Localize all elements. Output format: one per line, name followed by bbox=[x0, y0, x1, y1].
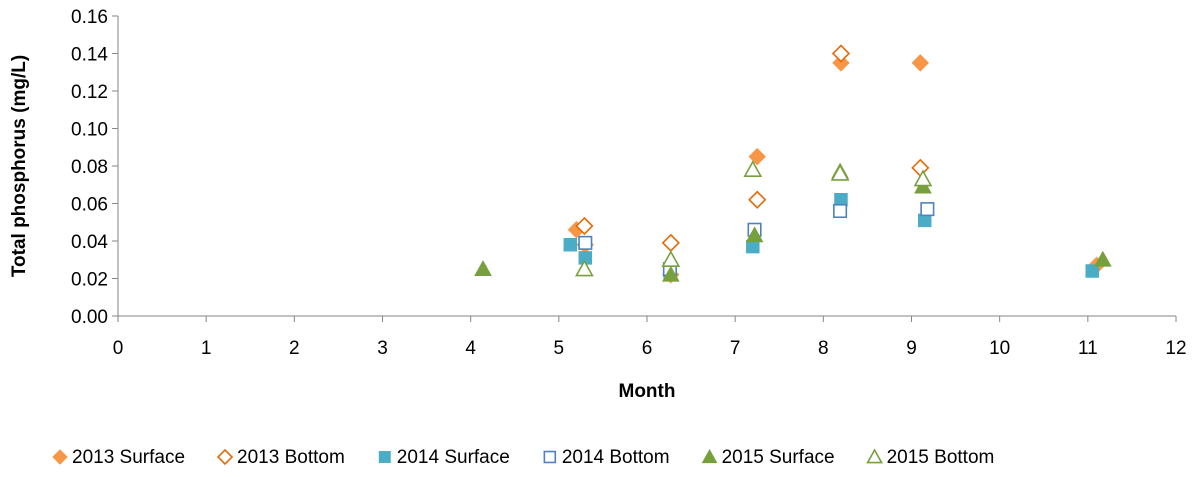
data-point bbox=[748, 190, 767, 209]
legend-marker bbox=[866, 448, 883, 464]
y-tick-label: 0.04 bbox=[71, 232, 108, 253]
data-point bbox=[661, 233, 680, 253]
data-point bbox=[474, 260, 492, 277]
x-tick-label: 7 bbox=[730, 338, 741, 359]
x-tick-label: 9 bbox=[906, 338, 917, 359]
series-2015-bottom bbox=[575, 160, 933, 277]
data-point bbox=[833, 203, 848, 219]
legend-marker bbox=[216, 448, 234, 466]
legend-label: 2015 Surface bbox=[722, 447, 835, 468]
legend-item: 2013 Surface bbox=[52, 447, 185, 468]
data-point bbox=[831, 44, 851, 63]
data-point bbox=[913, 169, 933, 187]
legend-item: 2015 Bottom bbox=[866, 447, 995, 468]
x-axis-title: Month bbox=[619, 381, 676, 402]
series-2014-surface bbox=[563, 193, 1099, 278]
legend-label: 2013 Bottom bbox=[237, 447, 345, 468]
series-2013-surface bbox=[567, 54, 1106, 284]
data-point bbox=[920, 202, 935, 217]
y-axis-title: Total phosphorus (mg/L) bbox=[9, 55, 30, 277]
legend-item: 2014 Bottom bbox=[543, 447, 670, 468]
x-tick-label: 10 bbox=[989, 338, 1010, 359]
data-point bbox=[578, 235, 593, 250]
y-tick-label: 0.06 bbox=[71, 195, 108, 216]
y-tick-label: 0.10 bbox=[71, 120, 108, 141]
data-point bbox=[748, 147, 766, 166]
x-tick-label: 1 bbox=[201, 338, 212, 359]
data-point bbox=[1093, 250, 1112, 267]
legend: 2013 Surface 2013 Bottom 2014 Surface 2014 … bbox=[52, 447, 995, 468]
y-tick-label: 0.14 bbox=[71, 45, 108, 66]
legend-item: 2013 Bottom bbox=[216, 447, 345, 468]
legend-marker bbox=[378, 451, 391, 463]
x-tick-label: 11 bbox=[1078, 338, 1098, 359]
data-point bbox=[745, 226, 764, 243]
y-tick-label: 0.16 bbox=[71, 7, 108, 28]
legend-label: 2013 Surface bbox=[72, 447, 185, 468]
data-point bbox=[1085, 264, 1099, 278]
y-tick-label: 0.08 bbox=[71, 157, 108, 178]
legend-marker bbox=[543, 450, 557, 464]
data-point bbox=[832, 54, 850, 72]
x-tick-label: 4 bbox=[465, 338, 476, 359]
legend-item: 2014 Surface bbox=[378, 447, 510, 468]
y-tick-label: 0.12 bbox=[71, 82, 108, 103]
x-tick-label: 2 bbox=[289, 338, 300, 359]
series-2013-bottom bbox=[575, 44, 930, 253]
data-point bbox=[743, 160, 763, 177]
x-tick-label: 8 bbox=[818, 338, 829, 359]
y-tick-label: 0.00 bbox=[71, 307, 108, 328]
data-point bbox=[661, 250, 681, 267]
x-tick-label: 12 bbox=[1165, 338, 1186, 359]
legend-marker bbox=[52, 449, 68, 465]
chart-axes bbox=[112, 15, 1177, 322]
x-tick-label: 5 bbox=[554, 338, 565, 359]
legend-marker bbox=[701, 448, 718, 464]
legend-label: 2014 Surface bbox=[397, 447, 510, 468]
data-points bbox=[474, 44, 1112, 284]
x-tick-label: 0 bbox=[113, 338, 124, 359]
data-point bbox=[911, 158, 930, 178]
legend-item: 2015 Surface bbox=[701, 447, 835, 468]
data-point bbox=[661, 265, 680, 282]
data-point bbox=[563, 238, 578, 252]
data-point bbox=[575, 259, 594, 277]
data-point bbox=[575, 216, 594, 236]
x-tick-label: 3 bbox=[377, 338, 388, 359]
series-2015-surface bbox=[474, 162, 1112, 282]
y-tick-label: 0.02 bbox=[71, 270, 108, 291]
x-tick-label: 6 bbox=[642, 338, 653, 359]
tick-labels: 0 1 2 3 4 5 6 7 8 9 10 11 120.000.020.040.060.080.10… bbox=[71, 7, 1187, 359]
legend-label: 2015 Bottom bbox=[887, 447, 995, 468]
legend-label: 2014 Bottom bbox=[562, 447, 670, 468]
data-point bbox=[911, 54, 930, 72]
data-point bbox=[830, 163, 850, 181]
